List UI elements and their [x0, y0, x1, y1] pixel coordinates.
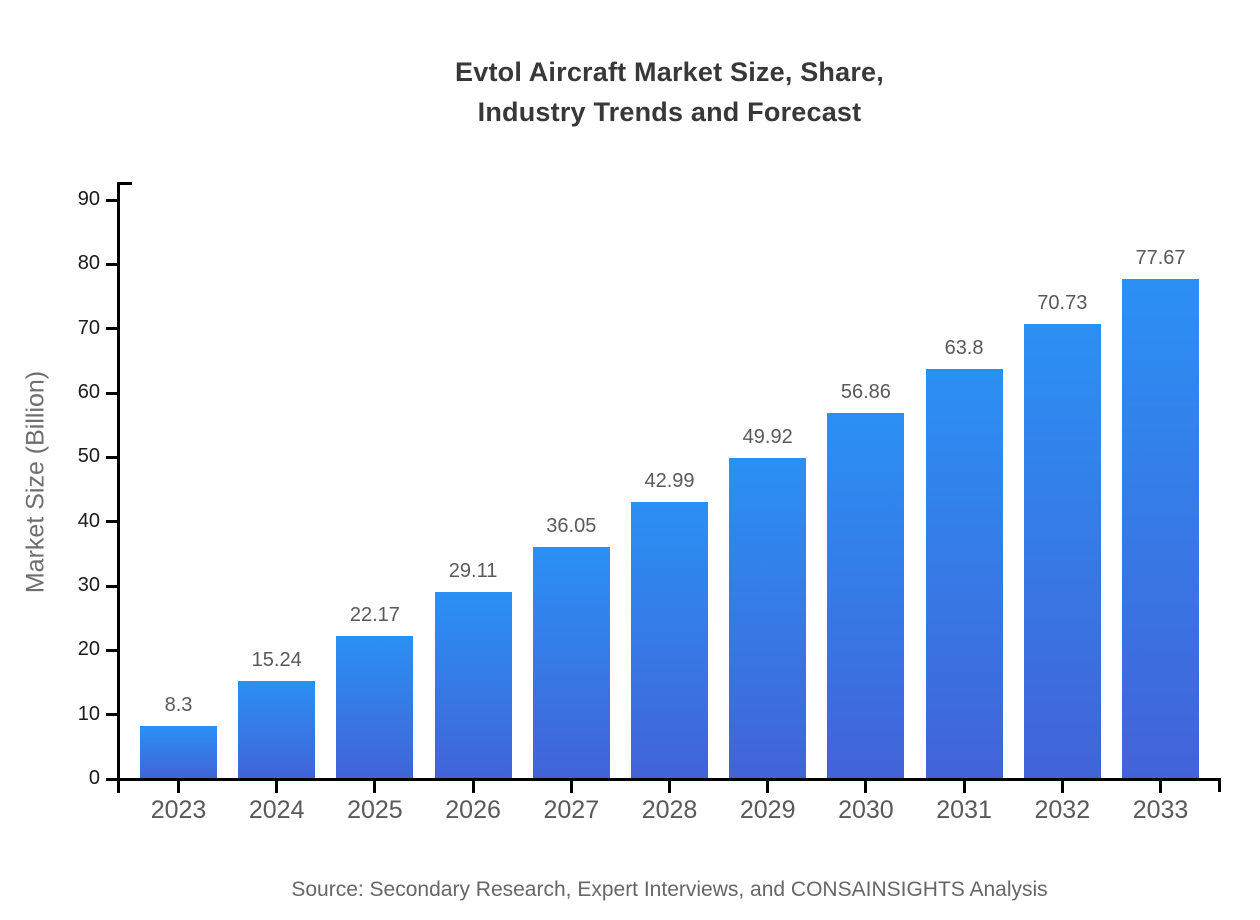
bar-2031	[925, 368, 1003, 779]
x-tick-mark	[1159, 780, 1162, 793]
x-tick-mark	[864, 780, 868, 793]
y-tick-mark	[106, 584, 118, 588]
bar-value-label: 77.67	[1135, 247, 1186, 270]
y-tick-label-80: 80	[77, 252, 100, 275]
y-tick-label-70: 70	[77, 316, 100, 339]
y-tick-mark	[106, 648, 118, 652]
bar-2033	[1122, 279, 1199, 779]
y-tick-mark	[106, 262, 118, 266]
x-tick-mark	[668, 780, 671, 793]
bar-value-label: 29.11	[448, 559, 498, 582]
x-tick-mark	[177, 780, 180, 793]
bar-2024	[238, 680, 316, 779]
bar-value-label: 22.17	[349, 604, 400, 627]
bar-value-label: 15.24	[251, 648, 302, 671]
y-tick-mark	[106, 198, 118, 202]
bar-value-label: 8.3	[164, 693, 193, 716]
x-tick-mark	[275, 780, 279, 793]
bar-2032	[1023, 323, 1101, 779]
bar-2030	[827, 413, 905, 779]
y-tick-label-40: 40	[77, 509, 100, 532]
bar-2025	[336, 636, 414, 779]
source-note: Source: Secondary Research, Expert Inter…	[291, 878, 1048, 901]
y-tick-label-60: 60	[77, 381, 100, 403]
y-tick-mark	[106, 713, 118, 717]
x-tick-label-2028: 2028	[641, 796, 698, 824]
x-tick-label-2031: 2031	[936, 796, 992, 824]
x-tick-mark	[962, 780, 966, 793]
bar-value-label: 63.8	[944, 336, 984, 359]
x-tick-mark	[471, 780, 475, 793]
x-tick-label-2025: 2025	[347, 796, 403, 824]
chart-title: Evtol Aircraft Market Size, Share, Indus…	[118, 52, 1221, 132]
bar-value-label: 56.86	[840, 381, 891, 404]
bar-value-label: 36.05	[546, 515, 597, 538]
chart-title-line1: Evtol Aircraft Market Size, Share,	[455, 57, 884, 87]
x-tick-label-2029: 2029	[739, 796, 796, 824]
y-tick-mark	[106, 327, 118, 331]
bar-2023	[140, 725, 217, 779]
bar-2029	[729, 457, 807, 779]
y-axis-line	[116, 182, 120, 793]
x-tick-label-2023: 2023	[150, 796, 207, 824]
x-axis-line	[118, 778, 1221, 781]
bar-value-label: 42.99	[644, 470, 695, 493]
x-tick-label-2024: 2024	[248, 796, 305, 824]
bar-value-label: 70.73	[1037, 291, 1088, 314]
x-tick-label-2032: 2032	[1034, 796, 1091, 824]
y-tick-label-20: 20	[77, 638, 100, 661]
x-tick-label-2033: 2033	[1132, 796, 1189, 824]
y-tick-label-0: 0	[88, 767, 100, 789]
bar-2026	[434, 591, 512, 779]
x-tick-label-2026: 2026	[445, 796, 501, 824]
y-tick-mark	[106, 455, 118, 459]
x-tick-mark	[569, 780, 573, 793]
bar-value-label: 49.92	[742, 425, 793, 448]
y-tick-label-50: 50	[77, 445, 100, 468]
x-tick-mark	[373, 780, 377, 793]
x-tick-mark	[1060, 780, 1064, 793]
y-tick-mark	[106, 777, 118, 781]
bar-2028	[631, 502, 708, 779]
bar-2027	[532, 547, 610, 779]
y-tick-label-90: 90	[77, 188, 100, 210]
y-tick-mark	[106, 391, 118, 395]
x-axis-right-cap	[1218, 778, 1221, 792]
y-axis-top-cap	[118, 182, 132, 185]
y-tick-label-30: 30	[77, 574, 100, 596]
y-tick-label-10: 10	[77, 702, 100, 725]
x-tick-label-2027: 2027	[543, 796, 600, 824]
chart-title-line2: Industry Trends and Forecast	[477, 97, 862, 127]
y-tick-mark	[106, 520, 118, 524]
x-tick-label-2030: 2030	[838, 796, 894, 824]
x-tick-mark	[766, 780, 770, 793]
